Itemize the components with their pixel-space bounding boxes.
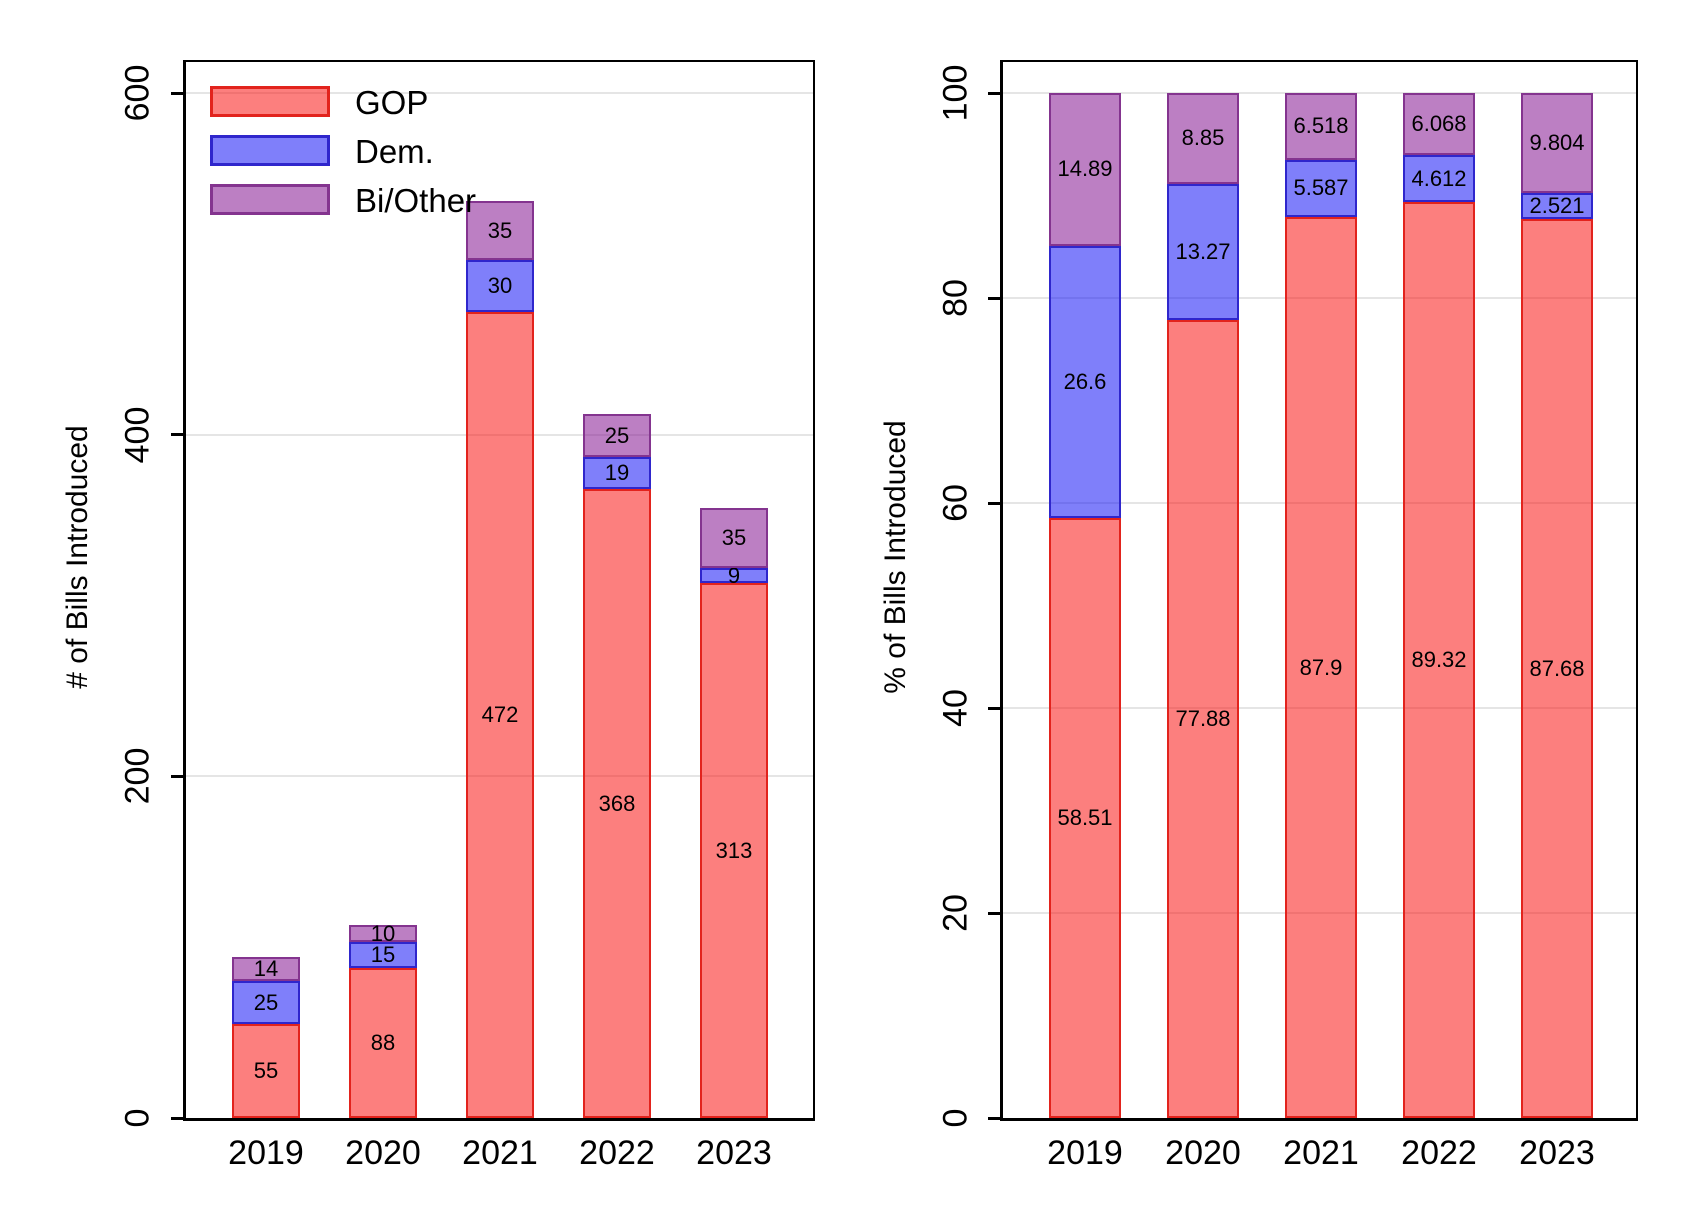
y-axis-line <box>183 60 186 1121</box>
bar-segment-gop-2020 <box>349 967 417 1118</box>
bar-value-label: 10 <box>370 920 396 946</box>
bar-value-label: 15 <box>370 941 396 967</box>
bar-segment-gop-2021 <box>1285 217 1357 1118</box>
bar-segment-dem-2019 <box>232 981 300 1025</box>
bar-segment-gop-2022 <box>1403 202 1475 1118</box>
bar-segment-dem-2019 <box>1049 245 1121 519</box>
x-tick-label-2023: 2023 <box>696 1134 772 1172</box>
y-tick-80 <box>988 296 1000 300</box>
bar-segment-dem-2021 <box>1285 159 1357 218</box>
plot-top-border <box>1000 60 1638 62</box>
bar-value-label: 9 <box>727 562 741 588</box>
bar-value-label: 9.804 <box>1529 130 1585 156</box>
x-tick-label-2020: 2020 <box>1165 1134 1241 1172</box>
x-tick-label-2019: 2019 <box>1047 1134 1123 1172</box>
bar-value-label: 89.32 <box>1411 647 1467 673</box>
bar-segment-gop-2023 <box>700 583 768 1118</box>
bar-value-label: 472 <box>481 701 519 727</box>
bar-segment-gop-2019 <box>1049 518 1121 1118</box>
bar-segment-biother-2021 <box>1285 92 1357 160</box>
bar-segment-dem-2022 <box>583 456 651 490</box>
y-tick-600 <box>171 91 183 95</box>
bar-segment-gop-2020 <box>1167 319 1239 1118</box>
bar-segment-gop-2022 <box>583 489 651 1118</box>
bar-segment-biother-2022 <box>583 414 651 457</box>
y-tick-label-20: 20 <box>936 894 975 932</box>
bar-segment-biother-2022 <box>1403 93 1475 156</box>
y-tick-40 <box>988 706 1000 710</box>
y-axis-title: % of Bills Introduced <box>879 420 912 694</box>
y-tick-60 <box>988 501 1000 505</box>
y-tick-200 <box>171 774 183 778</box>
y-tick-0 <box>988 1116 1000 1120</box>
y-tick-400 <box>171 433 183 437</box>
bar-value-label: 6.068 <box>1411 111 1467 137</box>
bar-value-label: 19 <box>604 460 630 486</box>
bar-segment-biother-2023 <box>700 508 768 568</box>
plot-right-border <box>813 60 815 1121</box>
bar-segment-gop-2023 <box>1521 219 1593 1118</box>
bar-segment-dem-2021 <box>466 260 534 312</box>
y-tick-20 <box>988 911 1000 915</box>
bar-segment-biother-2020 <box>1167 93 1239 184</box>
bar-segment-gop-2021 <box>466 311 534 1118</box>
y-tick-100 <box>988 91 1000 95</box>
bar-segment-dem-2023 <box>700 567 768 584</box>
gridline-600 <box>186 92 813 94</box>
bar-value-label: 368 <box>598 790 636 816</box>
bar-value-label: 58.51 <box>1057 805 1113 831</box>
x-tick-label-2020: 2020 <box>345 1134 421 1172</box>
bar-value-label: 313 <box>715 837 753 863</box>
bar-value-label: 14.89 <box>1057 156 1113 182</box>
bar-value-label: 88 <box>370 1029 396 1055</box>
x-tick-label-2021: 2021 <box>462 1134 538 1172</box>
bar-value-label: 35 <box>487 217 513 243</box>
plot-top-border <box>183 60 815 62</box>
bar-segment-dem-2022 <box>1403 155 1475 203</box>
bar-segment-biother-2021 <box>466 200 534 261</box>
bar-segment-dem-2023 <box>1521 193 1593 220</box>
bar-segment-dem-2020 <box>1167 183 1239 320</box>
x-tick-label-2022: 2022 <box>579 1134 655 1172</box>
bar-value-label: 6.518 <box>1293 113 1349 139</box>
bar-segment-biother-2019 <box>1049 93 1121 246</box>
y-tick-0 <box>171 1116 183 1120</box>
x-tick-label-2021: 2021 <box>1283 1134 1359 1172</box>
y-tick-label-80: 80 <box>936 279 975 317</box>
bar-value-label: 55 <box>253 1058 279 1084</box>
bar-segment-biother-2019 <box>232 957 300 982</box>
y-tick-label-0: 0 <box>936 1108 975 1128</box>
bar-value-label: 4.612 <box>1411 165 1467 191</box>
x-axis-line <box>183 1118 815 1121</box>
x-tick-label-2022: 2022 <box>1401 1134 1477 1172</box>
bar-value-label: 2.521 <box>1529 193 1585 219</box>
bar-segment-dem-2020 <box>349 942 417 968</box>
y-tick-label-100: 100 <box>936 64 975 122</box>
bar-value-label: 87.68 <box>1529 655 1585 681</box>
bar-value-label: 35 <box>721 525 747 551</box>
bar-value-label: 5.587 <box>1293 175 1349 201</box>
bar-segment-gop-2019 <box>232 1024 300 1118</box>
bar-value-label: 14 <box>253 956 279 982</box>
bar-value-label: 77.88 <box>1175 705 1231 731</box>
bar-segment-biother-2023 <box>1521 92 1593 194</box>
y-tick-label-40: 40 <box>936 689 975 727</box>
bar-segment-biother-2020 <box>349 924 417 943</box>
x-axis-line <box>1000 1118 1638 1121</box>
y-axis-line <box>1000 60 1003 1121</box>
bar-value-label: 87.9 <box>1299 654 1343 680</box>
bar-value-label: 30 <box>487 273 513 299</box>
bar-value-label: 26.6 <box>1063 368 1107 394</box>
y-tick-label-60: 60 <box>936 484 975 522</box>
bar-value-label: 25 <box>604 422 630 448</box>
plot-right-border <box>1636 60 1638 1121</box>
bar-value-label: 8.85 <box>1181 125 1225 151</box>
x-tick-label-2023: 2023 <box>1519 1134 1595 1172</box>
bar-value-label: 13.27 <box>1175 238 1231 264</box>
x-tick-label-2019: 2019 <box>228 1134 304 1172</box>
bar-value-label: 25 <box>253 989 279 1015</box>
